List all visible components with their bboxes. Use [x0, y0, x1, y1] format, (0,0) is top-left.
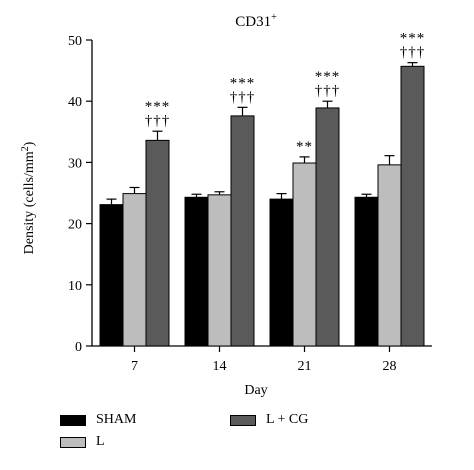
ticks: 0 10 20 30 40 50 7 14 21 28 [68, 34, 397, 374]
bar [315, 107, 340, 347]
significance-mark: ††† [145, 113, 171, 129]
x-axis-label: Day [244, 383, 267, 398]
legend-label-l: L [96, 434, 105, 449]
legend-item-sham: SHAM [60, 412, 136, 428]
bar [354, 196, 379, 347]
legend-item-l: L [60, 434, 105, 450]
significance-mark: *** [315, 69, 341, 85]
y-tick-label: 20 [68, 218, 82, 233]
significance-mark: ††† [315, 83, 341, 99]
legend-label-sham: SHAM [96, 412, 137, 427]
chart-title-superscript: + [271, 12, 277, 23]
significance-mark: *** [145, 99, 171, 115]
y-tick-label: 0 [75, 340, 82, 355]
y-tick-label: 30 [68, 156, 82, 171]
bar [400, 65, 425, 347]
bar [377, 164, 402, 347]
y-tick-label: 40 [68, 95, 82, 110]
significance-mark: ** [296, 139, 313, 155]
x-tick-label: 28 [383, 359, 397, 374]
bar [230, 115, 255, 347]
significance-mark: ††† [230, 89, 256, 105]
bars [99, 62, 425, 347]
legend-swatch-l-cg [230, 414, 256, 426]
bar [292, 162, 317, 347]
x-tick-label: 21 [298, 359, 312, 374]
legend-swatch-l [60, 436, 86, 448]
y-tick-label: 50 [68, 34, 82, 49]
legend-swatch-sham [60, 414, 86, 426]
bar [207, 194, 232, 347]
bar [122, 193, 147, 347]
significance-mark: ††† [400, 45, 426, 61]
legend-label-l-cg: L + CG [266, 412, 309, 427]
significance-mark: *** [400, 31, 426, 47]
bar [145, 139, 170, 347]
chart-title: CD31+ [235, 12, 277, 30]
bar [184, 196, 209, 347]
y-axis-label: Density (cells/mm2) [20, 141, 37, 254]
significance-mark: *** [230, 75, 256, 91]
significance-marks: †††***†††*****†††***†††*** [145, 31, 426, 155]
svg-text:Density (cells/mm2): Density (cells/mm2) [20, 141, 37, 254]
legend: SHAM L L + CG [60, 412, 460, 456]
x-tick-label: 7 [131, 359, 138, 374]
bar [269, 198, 294, 347]
x-tick-label: 14 [213, 359, 227, 374]
legend-item-l-cg: L + CG [230, 412, 308, 428]
y-tick-label: 10 [68, 279, 82, 294]
bar [99, 204, 124, 347]
